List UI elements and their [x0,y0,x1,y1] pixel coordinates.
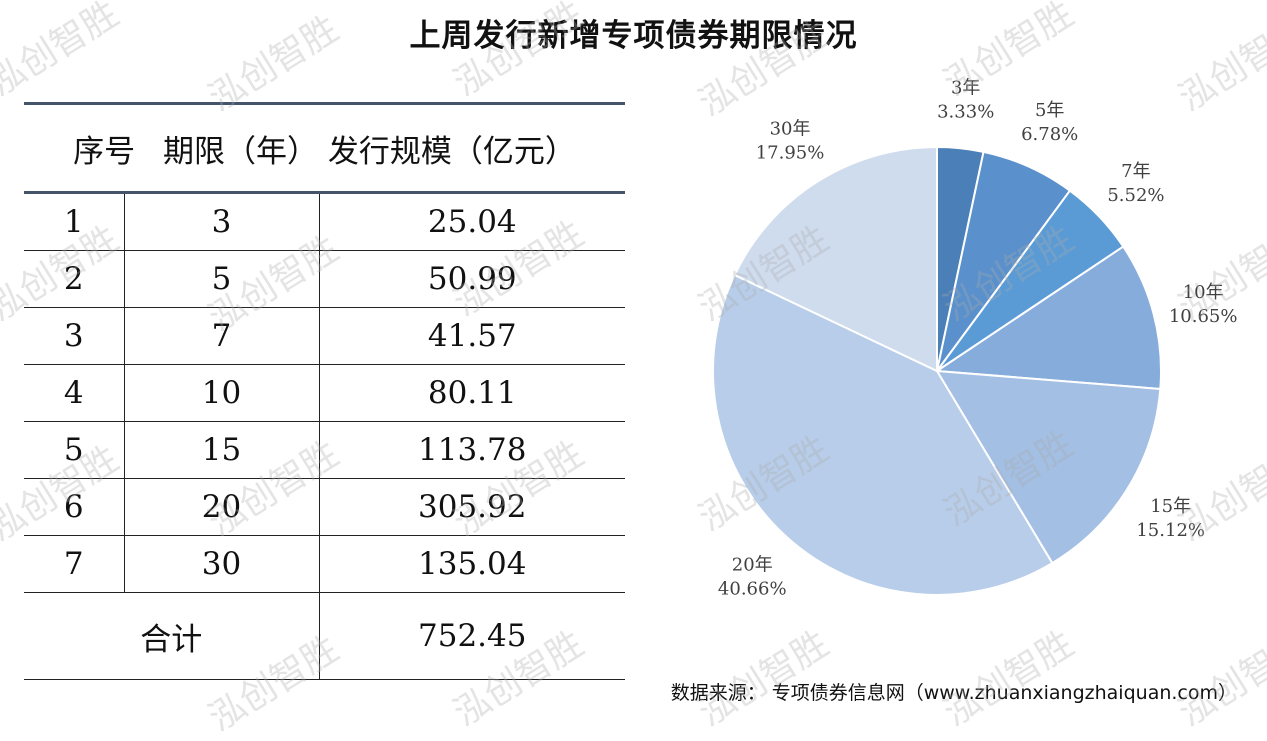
row-term: 15 [123,421,319,479]
table-row: 1 3 25.04 [24,192,626,251]
table-row: 6 20 305.92 [24,478,626,536]
pie-percent-label: 6.78% [1021,124,1078,145]
pie-percent-label: 3.33% [937,102,994,123]
header-no: 序号 [73,133,136,170]
pie-percent-label: 15.12% [1136,520,1205,541]
row-amount: 305.92 [318,478,626,536]
row-term: 7 [123,307,319,365]
header-term: 期限（年） [163,133,319,170]
pie-category-label: 7年 [1121,161,1150,182]
total-value: 752.45 [318,592,626,680]
term-pie-chart: 3年 3.33% 5年 6.78% 7年 5.52% 10年 10.65% 15年 15.12% 2… [712,78,1238,600]
pie-percent-label: 40.66% [718,579,787,600]
table-row: 2 5 50.99 [24,250,626,308]
row-no: 7 [24,535,124,593]
row-amount: 50.99 [318,250,626,308]
table-row: 3 7 41.57 [24,307,626,365]
data-source-note: 数据来源： 专项债券信息网（www.zhuanxiangzhaiquan.com… [670,682,1237,704]
table-row: 7 30 135.04 [24,535,626,593]
pie-category-label: 30年 [770,119,811,140]
pie-slice [733,145,938,373]
row-term: 3 [123,192,319,251]
row-term: 5 [123,250,319,308]
bond-term-table: 序号 期限（年） 发行规模（亿元） 1 3 25.04 2 5 50.99 3 7 41.57 4… [24,102,626,680]
row-no: 5 [24,421,124,479]
pie-percent-label: 17.95% [756,143,825,164]
pie-slice [712,273,1054,596]
row-term: 10 [123,364,319,422]
pie-category-label: 3年 [951,78,980,99]
table-header-row: 序号 期限（年） 发行规模（亿元） [24,102,626,194]
row-amount: 113.78 [318,421,626,479]
table-row: 5 15 113.78 [24,421,626,479]
pie-category-label: 5年 [1035,100,1064,121]
pie-category-label: 15年 [1150,496,1191,517]
row-no: 2 [24,250,124,308]
pie-slice [934,245,1162,391]
total-label: 合计 [24,592,319,680]
row-no: 4 [24,364,124,422]
table-header-cell: 序号 期限（年） 发行规模（亿元） [24,102,626,194]
row-amount: 41.57 [318,307,626,365]
table-row: 4 10 80.11 [24,364,626,422]
row-no: 1 [24,192,124,251]
pie-slice [935,369,1162,565]
row-amount: 25.04 [318,192,626,251]
row-term: 30 [123,535,319,593]
pie-percent-label: 10.65% [1169,306,1238,327]
row-amount: 135.04 [318,535,626,593]
pie-category-label: 10年 [1183,282,1224,303]
row-no: 3 [24,307,124,365]
table-total-row: 合计 752.45 [24,592,626,680]
page-title: 上周发行新增专项债券期限情况 [409,18,858,54]
row-amount: 80.11 [318,364,626,422]
header-amount: 发行规模（亿元） [327,133,576,170]
row-no: 6 [24,478,124,536]
row-term: 20 [123,478,319,536]
pie-percent-label: 5.52% [1107,185,1164,206]
pie-category-label: 20年 [732,555,773,576]
